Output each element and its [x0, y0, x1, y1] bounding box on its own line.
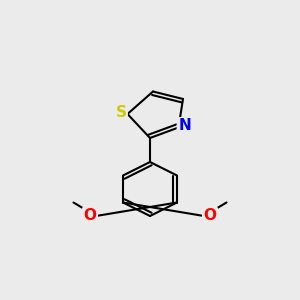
Text: N: N	[178, 118, 191, 134]
Text: O: O	[83, 208, 97, 224]
Text: S: S	[116, 105, 126, 120]
Text: O: O	[203, 208, 217, 224]
